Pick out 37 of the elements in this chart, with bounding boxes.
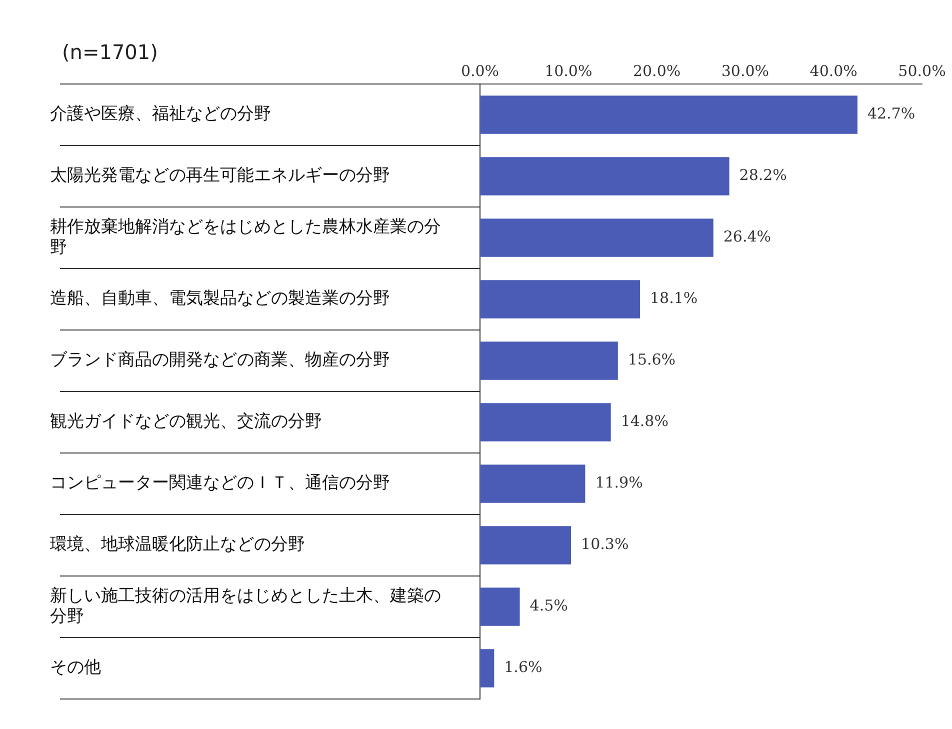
- x-tick-label: 40.0%: [810, 62, 858, 80]
- x-tick-label: 50.0%: [898, 62, 946, 80]
- y-tick-label: 環境、地球温暖化防止などの分野: [50, 534, 305, 555]
- data-label: 11.9%: [595, 474, 643, 492]
- bar: [480, 588, 520, 626]
- data-label: 14.8%: [620, 412, 668, 430]
- y-tick-label: ブランド商品の開発などの商業、物産の分野: [50, 350, 390, 370]
- y-tick-label: 介護や医療、福祉などの分野: [50, 104, 271, 124]
- data-label: 1.6%: [504, 658, 542, 676]
- x-tick-label: 10.0%: [544, 62, 592, 80]
- bar: [480, 649, 494, 688]
- bar: [480, 96, 858, 134]
- x-tick-label: 0.0%: [460, 62, 500, 80]
- data-label: 26.4%: [723, 228, 772, 246]
- bar: [480, 526, 572, 564]
- bar: [480, 218, 714, 257]
- y-tick-label: コンピューター関連などのＩＴ、通信の分野: [50, 473, 390, 494]
- data-label: 15.6%: [628, 350, 676, 369]
- bar: [480, 157, 730, 196]
- data-label: 42.7%: [867, 104, 916, 123]
- bar: [480, 280, 640, 318]
- y-tick-label: 新しい施工技術の活用をはじめとした土木、建築の分野: [50, 586, 441, 626]
- y-tick-label: 太陽光発電などの再生可能エネルギーの分野: [50, 166, 390, 186]
- text: (n=1701): [62, 40, 158, 64]
- bar: [480, 342, 618, 380]
- y-tick-label: 観光ガイドなどの観光、交流の分野: [50, 412, 322, 432]
- data-label: 4.5%: [530, 596, 568, 615]
- y-tick-label: 耕作放棄地解消などをはじめとした農林水産業の分野: [50, 216, 441, 258]
- y-tick-label: 造船、自動車、電気製品などの製造業の分野: [50, 288, 390, 309]
- data-label: 10.3%: [581, 535, 629, 554]
- x-tick-label: 20.0%: [632, 62, 681, 80]
- y-tick-label: その他: [50, 658, 101, 678]
- data-label: 18.1%: [650, 289, 698, 308]
- x-tick-label: 30.0%: [721, 62, 770, 80]
- data-label: 28.2%: [739, 166, 787, 184]
- bar: [480, 403, 611, 442]
- bar: [480, 464, 586, 503]
